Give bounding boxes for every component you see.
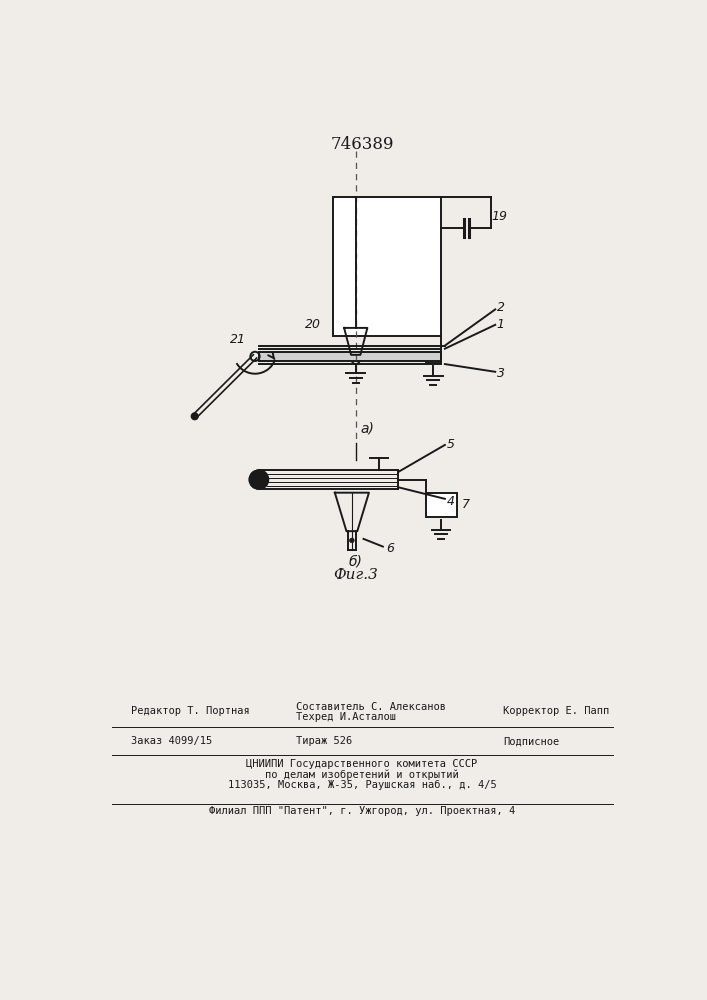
Text: ЦНИИПИ Государственного комитета СССР: ЦНИИПИ Государственного комитета СССР <box>246 759 477 769</box>
Text: б): б) <box>349 555 363 569</box>
Text: Корректор Е. Папп: Корректор Е. Папп <box>503 706 609 716</box>
Text: 19: 19 <box>491 210 507 223</box>
Text: Подписное: Подписное <box>503 736 559 746</box>
Bar <box>426 493 457 517</box>
Text: Фиг.3: Фиг.3 <box>333 568 378 582</box>
Text: 4: 4 <box>447 495 455 508</box>
Text: 1: 1 <box>497 318 505 331</box>
Text: Тираж 526: Тираж 526 <box>296 736 352 746</box>
Text: Техред И.Асталош: Техред И.Асталош <box>296 712 396 722</box>
Circle shape <box>192 413 198 419</box>
Circle shape <box>250 470 268 489</box>
Text: 21: 21 <box>230 333 246 346</box>
Bar <box>332 197 441 336</box>
Text: а): а) <box>361 421 374 435</box>
Text: 3: 3 <box>497 367 505 380</box>
Circle shape <box>349 538 354 543</box>
Text: 113035, Москва, Ж-35, Раушская наб., д. 4/5: 113035, Москва, Ж-35, Раушская наб., д. … <box>228 779 496 790</box>
Text: Заказ 4099/15: Заказ 4099/15 <box>131 736 212 746</box>
Text: 7: 7 <box>462 498 469 512</box>
Text: Редактор Т. Портная: Редактор Т. Портная <box>131 706 250 716</box>
Text: 5: 5 <box>447 438 455 451</box>
Text: по делам изобретений и открытий: по делам изобретений и открытий <box>265 769 459 780</box>
Text: 6: 6 <box>387 542 395 555</box>
Text: 746389: 746389 <box>330 136 394 153</box>
Text: 20: 20 <box>305 318 321 331</box>
Text: Составитель С. Алексанов: Составитель С. Алексанов <box>296 702 446 712</box>
Bar <box>259 352 441 361</box>
Text: Филиал ППП "Патент", г. Ужгород, ул. Проектная, 4: Филиал ППП "Патент", г. Ужгород, ул. Про… <box>209 806 515 816</box>
Text: 2: 2 <box>497 301 505 314</box>
